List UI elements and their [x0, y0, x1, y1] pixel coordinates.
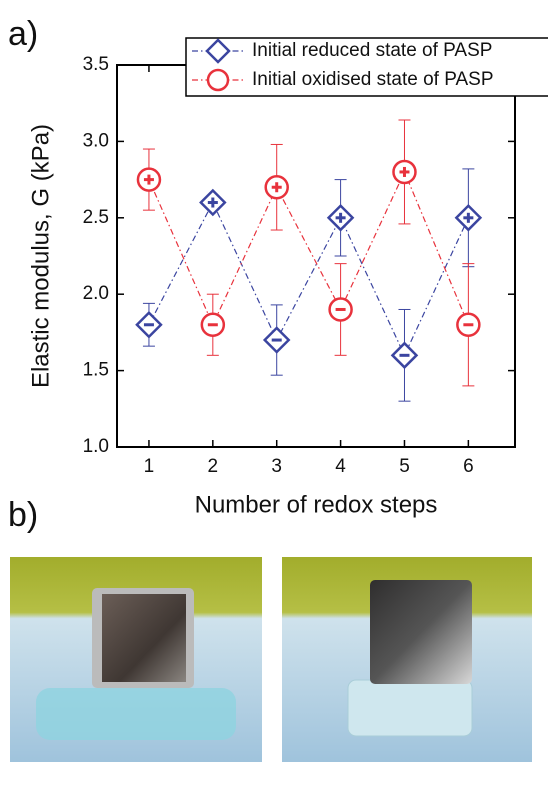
series-line [149, 172, 468, 325]
x-axis-title: Number of redox steps [195, 491, 438, 518]
plot-frame [117, 65, 515, 447]
legend-marker [208, 70, 228, 90]
x-tick-label: 5 [399, 456, 410, 477]
y-tick-label: 1.0 [83, 436, 109, 457]
photo [10, 557, 262, 762]
legend-label: Initial reduced state of PASP [252, 40, 492, 61]
figure: a) b) 1.0 1.5 2.0 2.5 3.0 3.5 1 2 3 4 5 6 Number of … [0, 0, 548, 789]
legend: Initial reduced state of PASP Initial oxi… [186, 38, 548, 96]
photo [282, 557, 532, 762]
panel-label: a) [8, 15, 38, 53]
panel-label: b) [8, 496, 38, 534]
x-tick-label: 4 [335, 456, 346, 477]
y-tick-label: 2.5 [83, 207, 109, 228]
x-tick-label: 6 [463, 456, 474, 477]
x-tick-label: 3 [271, 456, 282, 477]
series-line [149, 203, 468, 356]
y-tick-label: 1.5 [83, 360, 109, 381]
y-tick-label: 3.5 [83, 54, 109, 75]
x-tick-label: 1 [144, 456, 155, 477]
legend-label: Initial oxidised state of PASP [252, 69, 494, 90]
y-axis-title: Elastic modulus, G (kPa) [27, 124, 54, 388]
x-tick-label: 2 [208, 456, 219, 477]
y-tick-label: 2.0 [83, 283, 109, 304]
y-tick-label: 3.0 [83, 130, 109, 151]
